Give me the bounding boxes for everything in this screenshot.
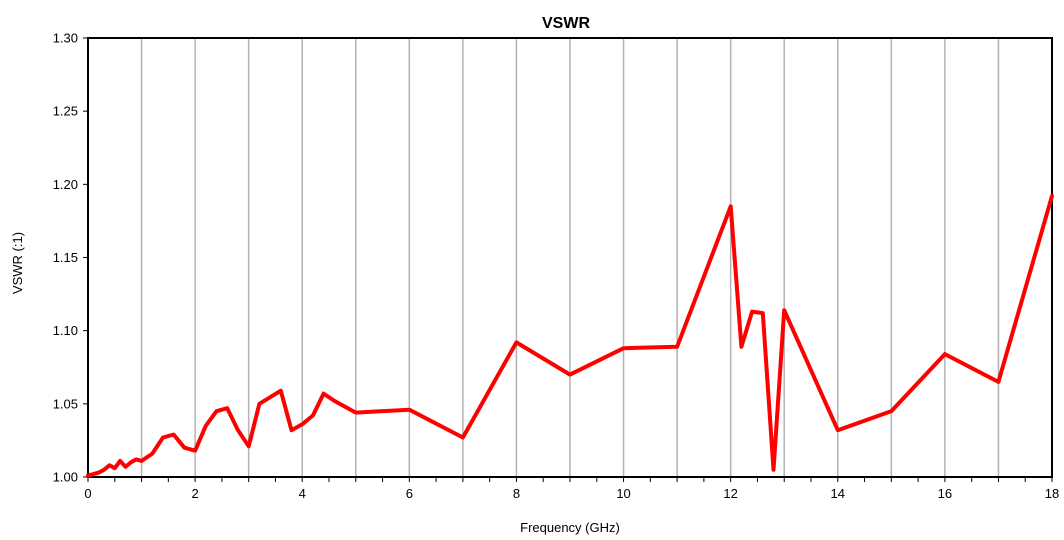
x-tick-label: 18 xyxy=(1045,486,1059,501)
y-tick-label: 1.10 xyxy=(53,323,78,338)
vertical-gridlines xyxy=(140,38,1000,477)
y-tick-label: 1.20 xyxy=(53,177,78,192)
x-tick-label: 2 xyxy=(191,486,198,501)
x-tick-label: 6 xyxy=(406,486,413,501)
x-tick-label: 10 xyxy=(616,486,630,501)
x-tick-label: 14 xyxy=(831,486,845,501)
x-axis-label: Frequency (GHz) xyxy=(520,520,620,535)
x-tick-label: 8 xyxy=(513,486,520,501)
y-axis-ticks: 1.00 1.05 1.10 1.15 1.20 1.25 1.30 xyxy=(53,31,88,485)
x-tick-label: 16 xyxy=(938,486,952,501)
y-tick-label: 1.05 xyxy=(53,396,78,411)
y-axis-label: VSWR (:1) xyxy=(10,232,25,294)
vswr-series-line xyxy=(86,194,1054,478)
y-tick-label: 1.15 xyxy=(53,250,78,265)
x-tick-label: 12 xyxy=(723,486,737,501)
y-tick-label: 1.25 xyxy=(53,104,78,119)
chart-title: VSWR xyxy=(542,15,590,32)
x-tick-label: 0 xyxy=(84,486,91,501)
y-tick-label: 1.00 xyxy=(53,470,78,485)
x-axis-ticks: 0 2 4 6 8 10 12 14 16 18 xyxy=(84,477,1059,501)
x-tick-label: 4 xyxy=(299,486,306,501)
y-tick-label: 1.30 xyxy=(53,31,78,46)
